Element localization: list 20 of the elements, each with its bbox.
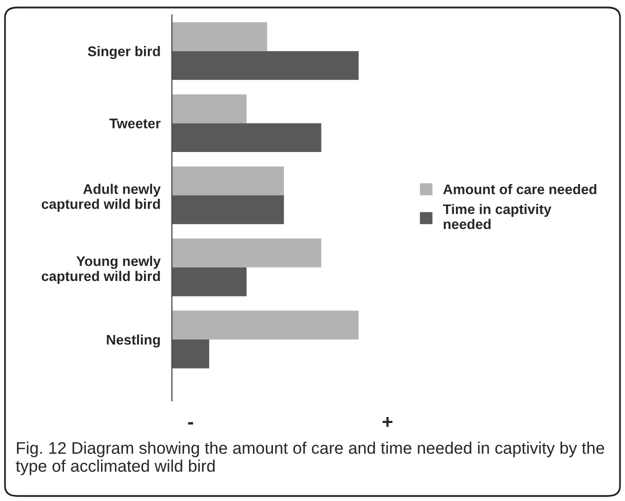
- bar: [172, 22, 268, 52]
- legend-label: Time in captivity needed: [443, 204, 552, 230]
- bar: [172, 94, 247, 124]
- text: +: [382, 416, 392, 427]
- y-tick-label: Singer bird: [88, 46, 160, 60]
- bar: [172, 310, 359, 340]
- bar: [172, 340, 210, 368]
- y-tick-label: Adult newly captured wild bird: [42, 184, 161, 212]
- bar: [172, 267, 247, 296]
- bar: [172, 166, 284, 196]
- bar: [172, 123, 322, 152]
- y-tick-label: Nestling: [106, 334, 160, 348]
- bar: [172, 51, 359, 80]
- legend-label: Amount of care needed: [443, 184, 596, 194]
- bar: [172, 195, 284, 224]
- y-tick-label: Tweeter: [109, 118, 161, 128]
- caption: Fig. 12 Diagram showing the amount of care and time needed in captivity by the type of acclimated wild bird: [16, 442, 604, 476]
- text: -: [188, 422, 194, 424]
- bar: [172, 238, 322, 268]
- y-tick-label: Young newly captured wild bird: [42, 256, 161, 284]
